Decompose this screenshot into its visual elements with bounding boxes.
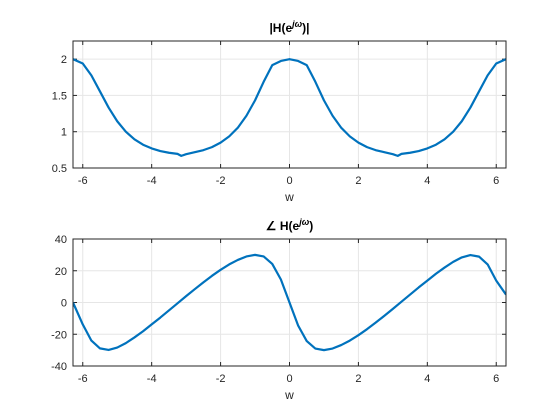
y-tick-label: 1: [61, 127, 67, 139]
y-tick-label: 2: [61, 54, 67, 66]
series-line-0: [73, 58, 506, 157]
y-tick-label: 0: [61, 298, 67, 310]
x-tick-label: 0: [286, 373, 292, 385]
x-tick-label: 6: [493, 175, 499, 187]
title-base: ∠ H(e: [266, 219, 300, 233]
x-tick-label: 2: [355, 373, 361, 385]
title-superscript: jω: [298, 217, 310, 227]
x-tick-label: -6: [78, 175, 88, 187]
title-superscript: jω: [291, 19, 303, 29]
x-tick-label: -4: [147, 175, 157, 187]
axes-box: [72, 40, 507, 169]
y-tick-label: 1.5: [52, 90, 67, 102]
y-tick-label: -40: [51, 361, 67, 373]
x-tick-label: -2: [216, 373, 226, 385]
x-axis-label: w: [284, 388, 294, 402]
y-tick-label: 20: [55, 266, 67, 278]
x-tick-label: -4: [147, 373, 157, 385]
title-base: |H(e: [269, 21, 292, 35]
magnitude-plot: -6 -4 -2 0 2 4 6 0.5 1 1.5 2 w |H(ejω)|: [52, 19, 507, 204]
x-axis-label: w: [284, 190, 294, 204]
axes-box: [72, 238, 507, 367]
chart-title: |H(ejω)|: [269, 19, 309, 35]
y-tick-label: 40: [55, 234, 67, 246]
y-tick-label: 0.5: [52, 163, 67, 175]
y-tick-label: -20: [51, 329, 67, 341]
x-tick-label: 4: [424, 373, 430, 385]
x-tick-label: 2: [355, 175, 361, 187]
x-tick-label: 0: [286, 175, 292, 187]
series-line-0: [73, 253, 506, 352]
x-tick-label: 6: [493, 373, 499, 385]
chart-title: ∠ H(ejω): [266, 217, 313, 233]
x-tick-label: -2: [216, 175, 226, 187]
title-tail: ): [309, 219, 313, 233]
title-tail: )|: [302, 21, 309, 35]
x-tick-label: -6: [78, 373, 88, 385]
x-tick-label: 4: [424, 175, 430, 187]
